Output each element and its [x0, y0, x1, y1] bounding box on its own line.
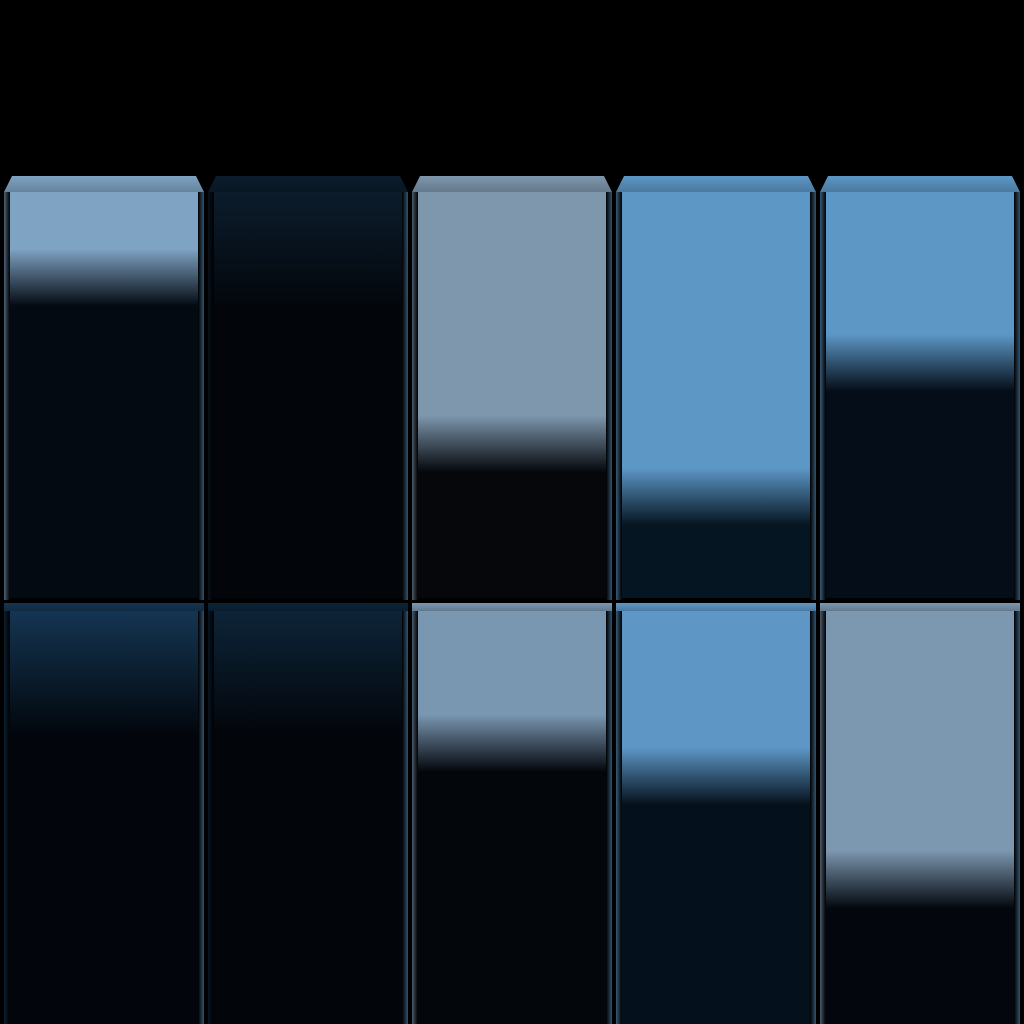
panel-edge-right	[198, 192, 204, 600]
panel-face	[622, 192, 810, 598]
glass-panel	[412, 603, 612, 1024]
panel-edge-right	[810, 611, 816, 1024]
panel-edge-right	[402, 611, 408, 1024]
top-panel-row	[0, 176, 1024, 600]
panel-cap	[616, 176, 816, 192]
panel-edge-left	[820, 611, 826, 1024]
panel-face	[418, 192, 606, 598]
glass-panel	[820, 603, 1020, 1024]
glass-panel	[412, 176, 612, 600]
panel-edge-left	[616, 611, 622, 1024]
panel-edge-right	[810, 192, 816, 600]
bottom-panel-row	[0, 603, 1024, 1024]
panel-cap	[208, 176, 408, 192]
panel-cap	[412, 176, 612, 192]
panel-cap	[4, 603, 204, 611]
panel-cap	[820, 176, 1020, 192]
glass-panel	[820, 176, 1020, 600]
panel-edge-left	[208, 192, 214, 600]
glass-panel	[4, 176, 204, 600]
panel-face	[418, 611, 606, 1024]
panel-face	[214, 192, 402, 598]
panel-edge-left	[412, 192, 418, 600]
panel-edge-left	[208, 611, 214, 1024]
panel-cap	[820, 603, 1020, 611]
panel-edge-left	[4, 611, 10, 1024]
panel-edge-right	[606, 192, 612, 600]
panel-face	[826, 192, 1014, 598]
glass-panel	[616, 603, 816, 1024]
panel-face	[10, 611, 198, 1024]
panel-cap	[412, 603, 612, 611]
panel-face	[622, 611, 810, 1024]
panel-face	[214, 611, 402, 1024]
panel-edge-left	[4, 192, 10, 600]
panel-cap	[616, 603, 816, 611]
panel-edge-left	[616, 192, 622, 600]
panel-edge-right	[1014, 192, 1020, 600]
panel-edge-left	[412, 611, 418, 1024]
panel-edge-right	[198, 611, 204, 1024]
panel-cap	[208, 603, 408, 611]
panel-edge-right	[1014, 611, 1020, 1024]
glass-panel	[4, 603, 204, 1024]
panel-face	[10, 192, 198, 598]
panel-edge-left	[820, 192, 826, 600]
panel-edge-right	[606, 611, 612, 1024]
panel-edge-right	[402, 192, 408, 600]
glass-panel	[208, 603, 408, 1024]
glass-panel	[208, 176, 408, 600]
panel-face	[826, 611, 1014, 1024]
panel-cap	[4, 176, 204, 192]
glass-panel	[616, 176, 816, 600]
